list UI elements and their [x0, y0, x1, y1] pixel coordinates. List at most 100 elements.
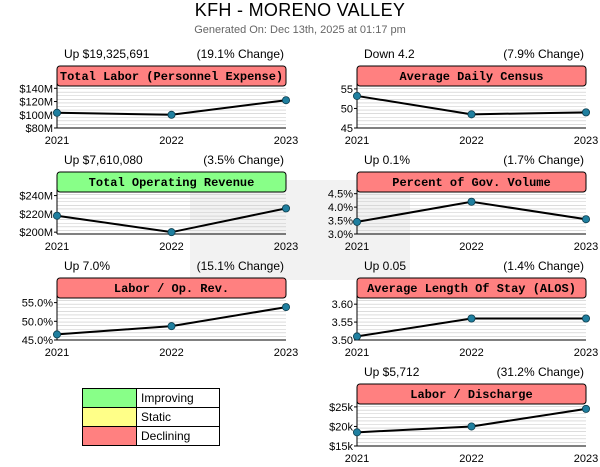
x-tick-label: 2022: [159, 347, 183, 359]
page-title: KFH - MORENO VALLEY: [194, 0, 406, 20]
legend: Improving Static Declining: [82, 388, 220, 446]
y-tick-label: 50.0%: [22, 316, 53, 328]
delta-text: Up $7,610,080: [64, 153, 143, 167]
change-text: (1.4% Change): [503, 259, 584, 273]
y-tick-label: 3.60: [332, 299, 353, 311]
data-point: [467, 110, 476, 119]
y-tick-label: 4.0%: [328, 202, 353, 214]
chart-panel: Up $7,610,080 (3.5% Change) Total Operatin…: [19, 153, 298, 253]
chart-panel: Up 0.1% (1.7% Change) Percent of Gov. Volu…: [328, 153, 598, 253]
chart-panel: Down 4.2 (7.9% Change) Average Daily Censu…: [341, 47, 598, 147]
chart-title: Average Daily Census: [399, 70, 543, 84]
chart-title: Labor / Discharge: [410, 388, 532, 402]
change-text: (1.7% Change): [503, 153, 584, 167]
x-tick-label: 2023: [574, 135, 598, 147]
y-tick-label: 45: [341, 123, 353, 135]
data-point: [467, 314, 476, 323]
legend-item-declining: Declining: [83, 427, 219, 445]
legend-swatch-improving: [83, 389, 137, 407]
chart-title-box: [56, 65, 287, 87]
data-point: [467, 422, 476, 431]
delta-text: Up $5,712: [364, 365, 420, 379]
x-tick-label: 2023: [574, 453, 598, 465]
data-point: [353, 332, 362, 341]
x-tick-label: 2023: [574, 241, 598, 253]
data-point: [353, 91, 362, 100]
x-tick-label: 2021: [345, 135, 369, 147]
delta-text: Up $19,325,691: [64, 47, 150, 61]
data-point: [281, 303, 290, 312]
data-point: [581, 215, 590, 224]
delta-text: Down 4.2: [364, 47, 415, 61]
y-tick-label: 3.55: [332, 317, 353, 329]
y-tick-label: $200M: [19, 227, 53, 239]
watermark-logo: [190, 180, 410, 280]
x-tick-label: 2023: [274, 347, 298, 359]
data-point: [167, 322, 176, 331]
y-tick-label: $25k: [329, 402, 353, 414]
y-tick-label: $80M: [25, 123, 53, 135]
y-tick-label: 3.0%: [328, 229, 353, 241]
y-tick-label: $220M: [19, 209, 53, 221]
data-point: [467, 197, 476, 206]
data-point: [581, 314, 590, 323]
x-tick-label: 2022: [459, 347, 483, 359]
chart-title-box: [356, 277, 587, 299]
chart-title-box: [356, 171, 587, 193]
x-tick-label: 2021: [345, 453, 369, 465]
legend-swatch-declining: [83, 427, 137, 445]
x-tick-label: 2023: [274, 135, 298, 147]
x-tick-label: 2022: [459, 453, 483, 465]
chart-panel: Up $5,712 (31.2% Change) Labor / Discharge…: [329, 365, 598, 465]
data-point: [167, 228, 176, 237]
legend-item-improving: Improving: [83, 389, 219, 408]
delta-text: Up 7.0%: [64, 259, 110, 273]
chart-panel: Up 7.0% (15.1% Change) Labor / Op. Rev. 45.…: [22, 259, 298, 359]
change-text: (7.9% Change): [503, 47, 584, 61]
y-tick-label: $240M: [19, 191, 53, 203]
x-tick-label: 2023: [574, 347, 598, 359]
x-tick-label: 2021: [345, 347, 369, 359]
y-tick-label: $15k: [329, 441, 353, 453]
legend-label: Static: [141, 410, 172, 424]
chart-title: Percent of Gov. Volume: [392, 176, 550, 190]
y-tick-label: 3.5%: [328, 216, 353, 228]
y-tick-label: $100M: [19, 110, 53, 122]
y-tick-label: 55.0%: [22, 298, 53, 310]
y-tick-label: $20k: [329, 421, 353, 433]
x-tick-label: 2022: [159, 135, 183, 147]
x-tick-label: 2022: [459, 135, 483, 147]
chart-panel: Up $19,325,691 (19.1% Change) Total Labor …: [19, 47, 298, 147]
x-tick-label: 2021: [45, 241, 69, 253]
page-subtitle: Generated On: Dec 13th, 2025 at 01:17 pm: [194, 24, 406, 36]
x-tick-label: 2021: [345, 241, 369, 253]
y-tick-label: 3.50: [332, 335, 353, 347]
legend-item-static: Static: [83, 408, 219, 427]
data-point: [53, 211, 62, 220]
data-point: [53, 108, 62, 117]
chart-title-box: [56, 277, 287, 299]
chart-title: Average Length Of Stay (ALOS): [367, 282, 576, 296]
delta-text: Up 0.1%: [364, 153, 410, 167]
y-tick-label: 45.0%: [22, 335, 53, 347]
data-point: [353, 428, 362, 437]
y-tick-label: $120M: [19, 97, 53, 109]
y-tick-label: 50: [341, 103, 353, 115]
data-point: [53, 330, 62, 339]
change-text: (19.1% Change): [197, 47, 284, 61]
delta-text: Up 0.05: [364, 259, 406, 273]
legend-label: Improving: [141, 391, 194, 405]
x-tick-label: 2022: [459, 241, 483, 253]
data-point: [281, 96, 290, 105]
data-point: [281, 204, 290, 213]
chart-title: Total Labor (Personnel Expense): [60, 70, 283, 84]
change-text: (3.5% Change): [203, 153, 284, 167]
x-tick-label: 2023: [274, 241, 298, 253]
x-tick-label: 2021: [45, 347, 69, 359]
change-text: (31.2% Change): [497, 365, 584, 379]
data-point: [353, 217, 362, 226]
data-point: [581, 404, 590, 413]
chart-title-box: [356, 65, 587, 87]
change-text: (15.1% Change): [197, 259, 284, 273]
legend-swatch-static: [83, 408, 137, 426]
